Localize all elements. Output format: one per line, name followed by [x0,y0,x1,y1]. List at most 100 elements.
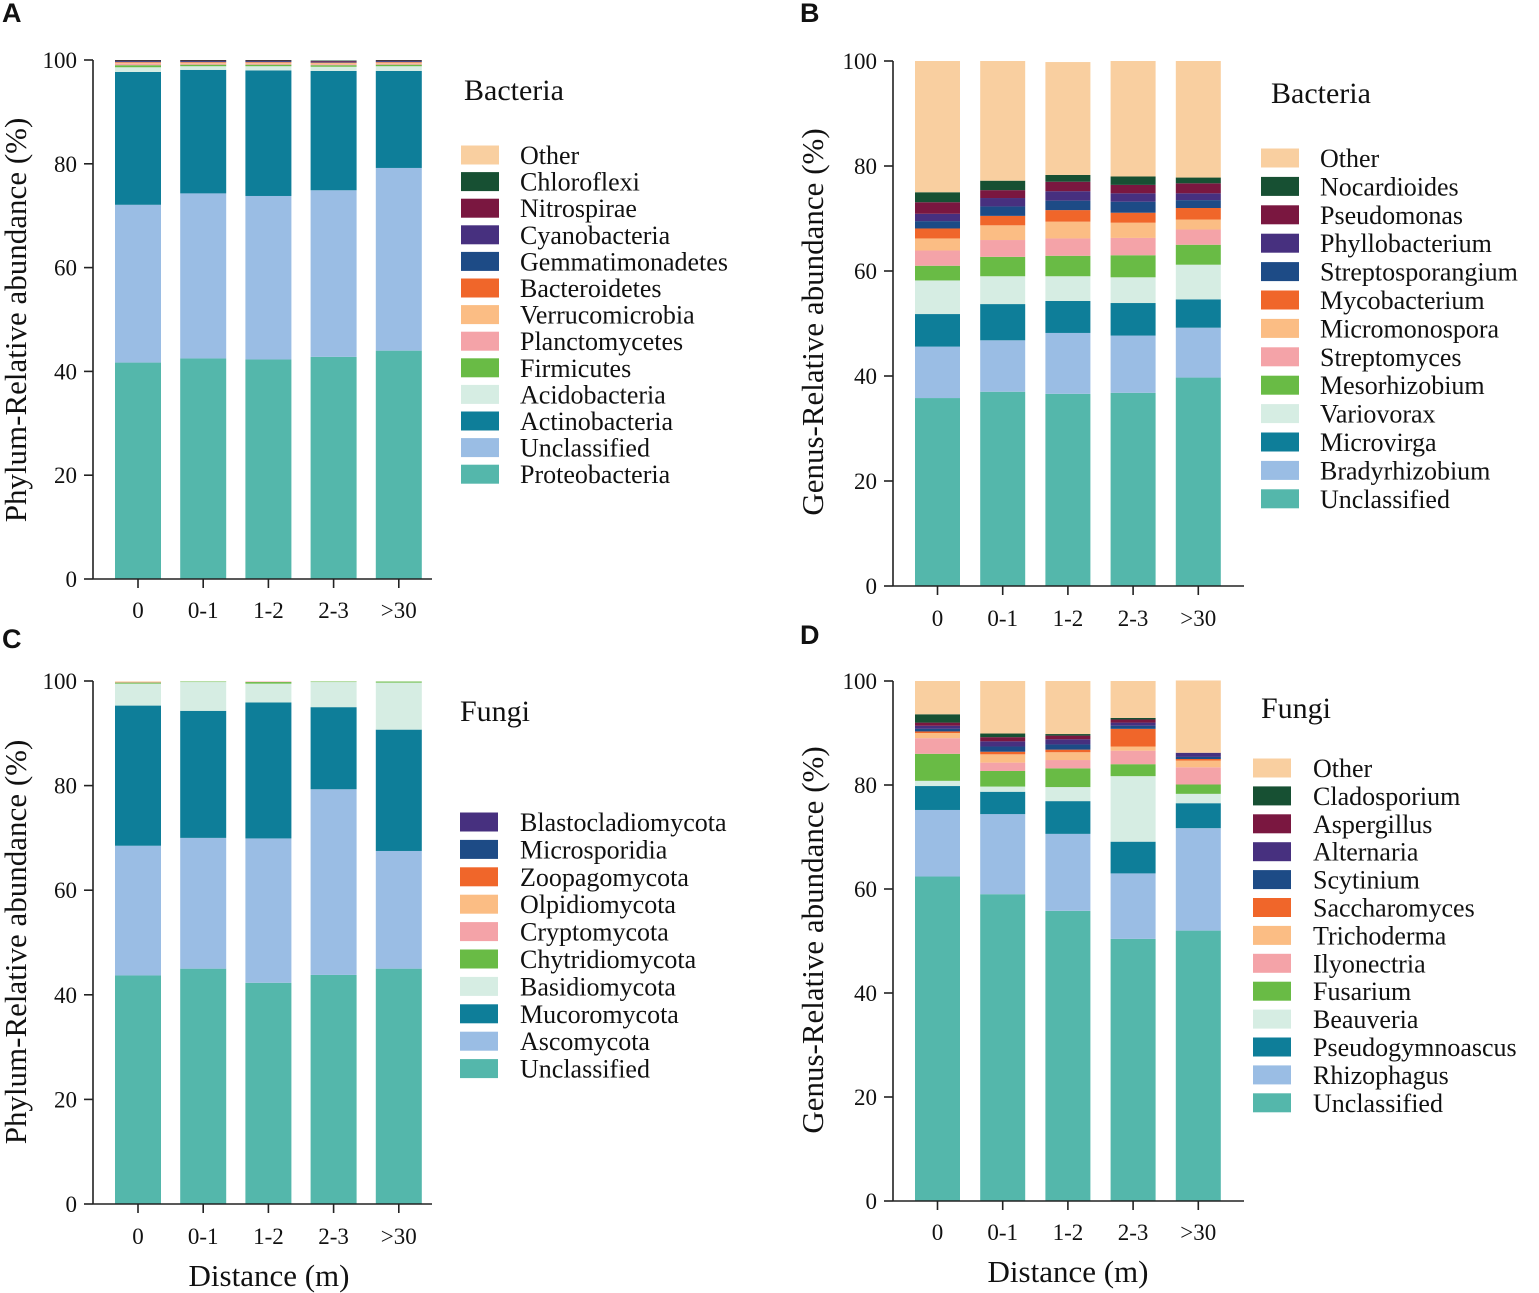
legend-swatch [460,1059,498,1079]
x-tick-label: 0-1 [188,1224,219,1249]
legend-swatch [461,331,499,351]
bar-segment [245,62,292,64]
bar-segment [1045,332,1091,394]
bar-segment [180,60,227,61]
bar-segment [180,682,227,711]
legend-label: Bacteroidetes [520,274,662,303]
bar-segment [1110,750,1156,765]
bar-segment [980,206,1026,216]
legend-swatch [1253,786,1291,806]
bar-segment [980,225,1026,241]
x-tick-label: 0 [932,1220,944,1245]
x-tick-label: 0-1 [987,606,1018,631]
panel-b-letter: B [800,0,820,28]
bar-segment [980,198,1026,207]
bar-segment [915,280,960,315]
legend-swatch [1261,176,1299,196]
bar-segment [915,876,960,1201]
bar-segment [980,215,1026,226]
bar-segment [375,63,422,65]
legend-label: Blastocladiomycota [520,808,727,837]
legend-label: Ascomycota [520,1027,650,1056]
bar-segment [980,737,1026,742]
bar-segment [1045,768,1091,788]
legend-label: Microvirga [1320,428,1437,457]
bar-segment [310,62,357,64]
legend-swatch [461,384,499,404]
panel-c-plot: 0 0-1 1-2 2-3 >30 0 20 40 60 80 100 Phylum-Relative… [0,669,727,1249]
y-tick-label: 100 [43,48,78,73]
y-tick-label: 0 [866,574,878,599]
bar-segment [915,728,960,732]
bar-segment [915,714,960,723]
legend-label: Unclassified [520,1055,650,1084]
bar-segment [245,64,292,67]
x-tick-label: 1-2 [1053,1220,1084,1245]
y-tick-label: 40 [854,981,877,1006]
bar-segment [915,780,960,787]
bar-segment [245,838,292,983]
bar-segment [915,681,960,715]
legend-label: Verrucomicrobia [520,301,695,330]
bar-segment [375,62,422,64]
bar-segment [980,304,1026,341]
legend-swatch [1253,1037,1291,1057]
bar-segment [180,61,227,62]
bar-segment [115,61,161,62]
legend-swatch [1261,347,1299,367]
legend-swatch [460,867,498,887]
legend-swatch [1253,758,1291,778]
legend-swatch [1253,898,1291,917]
bar-segment [375,70,422,168]
legend-swatch [460,922,498,942]
legend-label: Cladosporium [1313,782,1460,811]
bar-segment [245,683,292,703]
bar-segment [375,66,422,71]
bar-segment [180,710,227,838]
bar-segment [115,683,161,706]
bar-segment [915,221,960,229]
bar-segment [115,62,161,63]
bar-segment [1045,238,1091,256]
bar-segment [980,762,1026,771]
legend-swatch [1261,233,1299,253]
bar-segment [310,681,357,683]
bar-segment [1045,191,1091,201]
y-tick-label: 60 [854,877,877,902]
bar-segment [310,61,357,63]
legend-swatch [460,1004,498,1024]
bar-segment [375,350,422,579]
bar-segment [375,167,422,351]
legend-title: Bacteria [464,74,564,107]
bar-segment [1175,828,1221,931]
bar-segment [310,65,357,67]
panel-a: A 0 0-1 1-2 2-3 >30 0 20 40 60 80 100 Phylum-Relati… [0,0,728,623]
bar-segment [115,60,161,62]
bar-segment [310,789,357,975]
y-tick-label: 40 [54,983,77,1008]
bar-segment [1110,201,1156,213]
legend-label: Unclassified [1313,1089,1443,1118]
legend-swatch [1253,814,1291,834]
legend-swatch [460,949,498,969]
panel-d-letter: D [800,620,820,650]
bar-segment [115,975,161,1204]
bar-segment [1045,393,1091,586]
bar-segment [980,391,1026,586]
bar-segment [180,358,227,579]
bar-segment [980,746,1026,752]
bar-segment [1045,744,1091,750]
bar-segment [980,340,1026,392]
bar-segment [980,786,1026,792]
bar-segment [1175,756,1221,759]
bar-segment [375,60,422,62]
legend-label: Planctomycetes [520,327,683,356]
bar-segment [1175,200,1221,208]
legend-label: Gemmatimonadetes [520,247,728,276]
bar-segment [915,314,960,347]
legend-label: Nocardioides [1320,172,1459,201]
x-tick-label: >30 [1180,1220,1216,1245]
legend-label: Scytinium [1313,866,1420,895]
bar-segment [245,702,292,839]
y-axis-title: Genus-Relative abundance (%) [795,746,830,1133]
